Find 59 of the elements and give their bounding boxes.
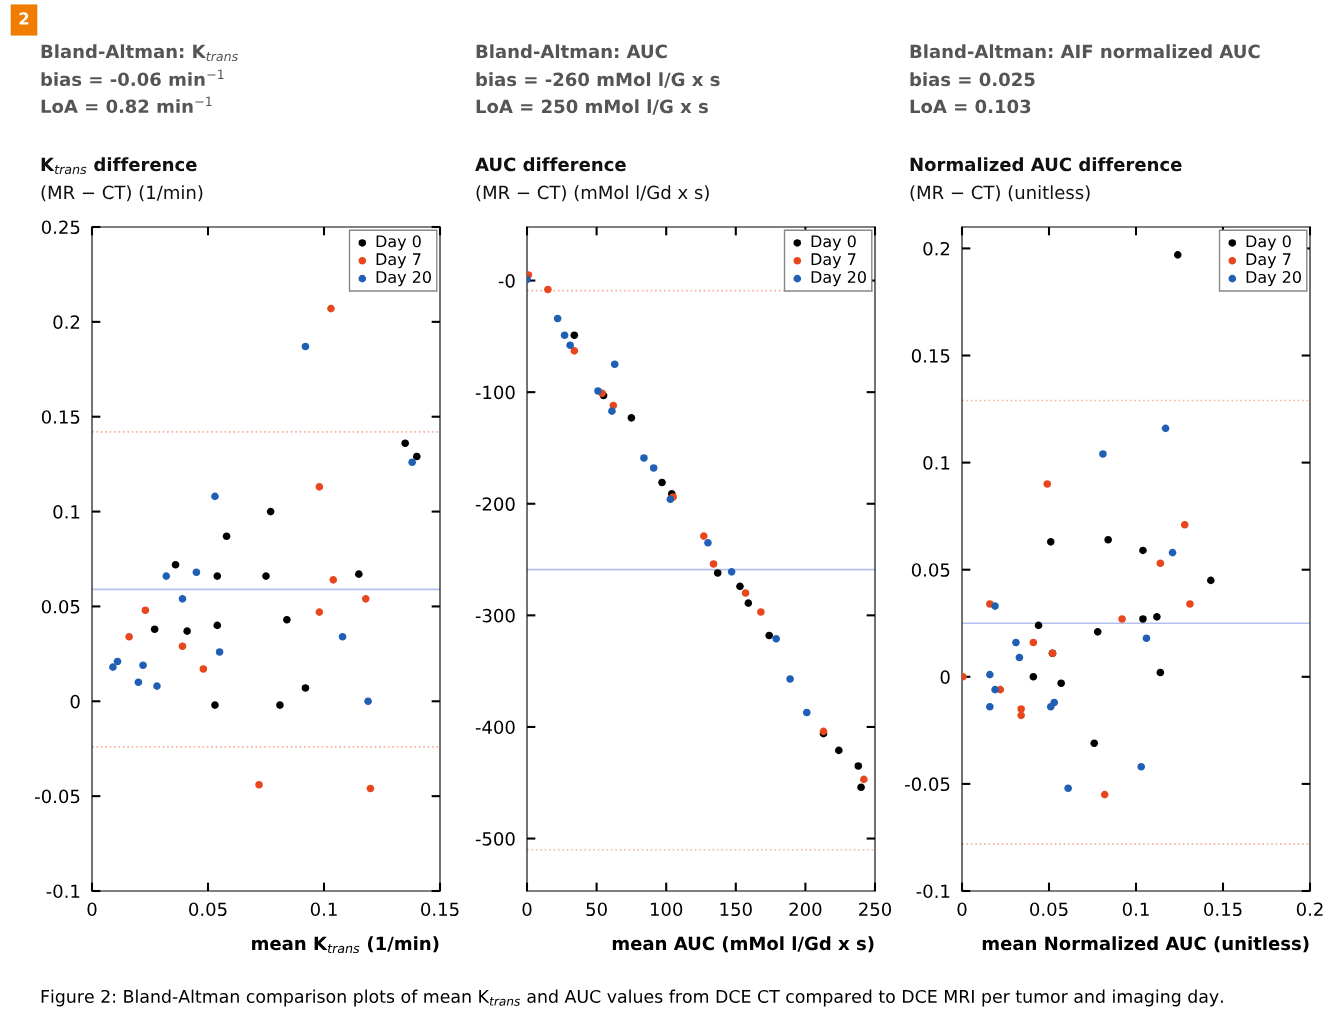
y-tick-label: -0.1	[916, 884, 950, 899]
y-tick-label: 0.1	[923, 456, 950, 470]
x-tick-label: 0.15	[1204, 902, 1242, 917]
x-tick-label: 0.15	[421, 902, 459, 917]
y-tick-label: -0.1	[46, 884, 80, 899]
x-tick-label: 0.05	[1030, 902, 1068, 917]
y-tick-label: -300	[475, 608, 515, 623]
legend-label: Day 0	[376, 235, 421, 251]
x-axis-title: mean K$_{trans}$ (1/min)	[252, 936, 439, 954]
x-tick-label: 50	[586, 902, 607, 917]
y-tick-label: 0	[70, 694, 80, 709]
y-tick-label: 0.2	[53, 315, 80, 329]
x-tick-label: 0	[522, 902, 532, 917]
legend-label: Day 20	[376, 270, 431, 287]
legend-label: Day 7	[376, 253, 421, 269]
legend-label: Day 7	[811, 253, 856, 269]
legend-label: Day 7	[1246, 253, 1291, 269]
y-tick-label: 0	[940, 670, 950, 684]
y-axis-title: Normalized AUC difference (MR − CT) (unitless)	[910, 157, 1182, 202]
legend-label: Day 20	[1246, 270, 1301, 287]
y-tick-label: -500	[475, 832, 515, 846]
legend-label: Day 0	[1246, 235, 1291, 251]
y-tick-label: -0	[498, 274, 515, 288]
y-tick-label: -100	[475, 385, 515, 400]
y-tick-label: -0.05	[905, 777, 950, 792]
y-tick-label: -200	[475, 497, 515, 511]
x-tick-label: 0.1	[1122, 902, 1149, 917]
y-tick-label: 0.25	[41, 220, 80, 235]
chart-title: Bland-Altman: AUC	[476, 44, 667, 59]
y-tick-label: 0.2	[923, 241, 950, 256]
x-tick-label: 200	[789, 902, 822, 917]
legend-label: Day 0	[811, 235, 856, 251]
x-tick-label: 150	[720, 902, 752, 917]
x-tick-label: 0	[957, 902, 967, 917]
y-tick-label: -400	[475, 720, 515, 735]
y-axis-title: AUC difference (MR − CT) (mMol l/Gd x s)	[475, 157, 709, 202]
x-tick-label: 0.05	[189, 902, 227, 917]
y-tick-label: 0.15	[911, 348, 950, 363]
y-tick-label: 0.05	[41, 599, 80, 614]
chart-subtitle: bias = 0.025 LoA = 0.103	[910, 72, 1035, 114]
x-tick-label: 100	[650, 902, 683, 917]
caption: Figure 2: Bland-Altman comparison plots of mean K$_{trans}$ and AUC values from DCE CT compared to DCE MRI per tumor and imaging day.	[41, 989, 1223, 1007]
x-tick-label: 250	[859, 902, 892, 917]
y-axis-title: K$_{trans}$ difference (MR − CT) (1/min)	[41, 157, 203, 202]
legend-label: Day 20	[811, 270, 866, 287]
x-tick-label: 0	[87, 902, 97, 917]
y-tick-label: -0.05	[35, 789, 80, 804]
x-tick-label: 0.1	[310, 902, 337, 917]
y-tick-label: 0.05	[911, 563, 950, 577]
chart-title: Bland-Altman: K$_{trans}$	[41, 44, 238, 62]
y-tick-label: 0.1	[53, 505, 80, 519]
chart-title: Bland-Altman: AIF normalized AUC	[910, 44, 1260, 59]
text: bias = -0.06 min$^{−1}$ LoA = 0.82 min$^{−1}$	[41, 69, 224, 114]
x-axis-title: mean Normalized AUC (unitless)	[982, 936, 1309, 953]
chart-subtitle: bias = -260 mMol l/G x s LoA = 250 mMol l/G x s	[476, 72, 720, 115]
y-tick-label: 0.15	[41, 410, 80, 424]
text: 2	[19, 12, 29, 25]
x-axis-title: mean AUC (mMol l/Gd x s)	[612, 936, 874, 953]
x-tick-label: 0.2	[1296, 902, 1323, 917]
